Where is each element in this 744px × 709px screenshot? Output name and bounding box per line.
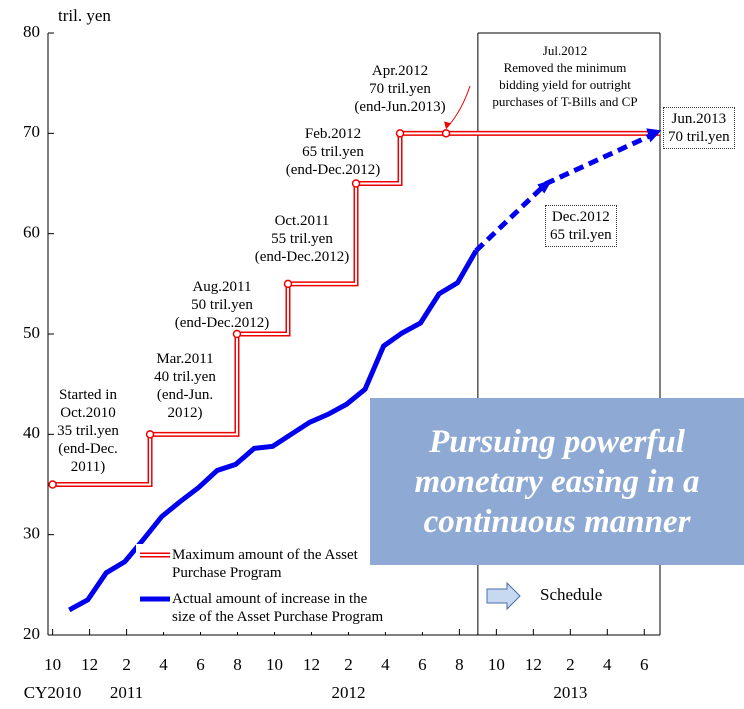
announcement-marker xyxy=(395,129,405,138)
legend-label: Maximum amount of the Asset Purchase Pro… xyxy=(172,547,358,581)
x-tick-label: 12 xyxy=(303,655,320,674)
announcement-marker xyxy=(145,430,155,439)
announcement-marker xyxy=(232,329,242,339)
x-tick-label: 4 xyxy=(381,655,390,674)
y-tick-label: 70 xyxy=(23,122,40,141)
y-tick-label: 60 xyxy=(23,223,40,242)
announcement-label: Oct.2011 55 tril.yen (end-Dec.2012) xyxy=(254,213,350,265)
legend-label: Actual amount of increase in the size of… xyxy=(172,591,384,625)
announcement-label: Aug.2011 50 tril.yen (end-Dec.2012) xyxy=(174,279,270,331)
arrow-head xyxy=(646,128,662,143)
x-tick-label: 6 xyxy=(418,655,427,674)
x-tick-label: 2 xyxy=(122,655,131,674)
x-tick-label: 10 xyxy=(44,655,61,674)
announcement-marker xyxy=(283,279,293,289)
announcement-marker xyxy=(48,480,57,489)
y-tick-label: 40 xyxy=(23,423,40,442)
max-amount-line-inner xyxy=(52,132,660,486)
announcement-label: Started in Oct.2010 35 tril.yen (end-Dec… xyxy=(57,387,119,475)
y-tick-label: 50 xyxy=(23,323,40,342)
year-label: CY2010 xyxy=(24,683,82,702)
announcement-label: Mar.2011 40 tril.yen (end-Jun. 2012) xyxy=(154,351,216,421)
callout-box: Jun.2013 70 tril.yen xyxy=(663,107,735,149)
x-tick-label: 8 xyxy=(455,655,464,674)
x-tick-label: 6 xyxy=(196,655,205,674)
x-tick-label: 10 xyxy=(266,655,283,674)
x-tick-label: 10 xyxy=(488,655,505,674)
callout-arrow-head xyxy=(444,121,452,130)
schedule-label: Schedule xyxy=(540,585,602,604)
announcement-label: Apr.2012 70 tril.yen (end-Jun.2013) xyxy=(354,63,446,115)
x-tick-label: 12 xyxy=(525,655,542,674)
y-tick-label: 20 xyxy=(23,624,40,643)
announcement-marker xyxy=(351,179,361,188)
announcement-label: Jul.2012 Removed the minimum bidding yie… xyxy=(492,43,638,109)
x-tick-label: 2 xyxy=(344,655,353,674)
schedule-arrow xyxy=(486,581,521,611)
x-tick-label: 4 xyxy=(159,655,168,674)
x-tick-label: 6 xyxy=(640,655,649,674)
x-tick-label: 4 xyxy=(603,655,612,674)
callout-box: Dec.2012 65 tril.yen xyxy=(545,205,617,247)
message-box: Pursuing powerful monetary easing in a c… xyxy=(370,398,744,565)
y-tick-label: 30 xyxy=(23,524,40,543)
announcement-marker xyxy=(441,129,451,138)
x-tick-label: 12 xyxy=(81,655,98,674)
year-label: 2012 xyxy=(331,683,365,702)
y-tick-label: 80 xyxy=(23,22,40,41)
x-tick-label: 2 xyxy=(566,655,575,674)
year-label: 2011 xyxy=(110,683,143,702)
announcement-label: Feb.2012 65 tril.yen (end-Dec.2012) xyxy=(285,126,381,178)
callout-arrow xyxy=(447,85,471,127)
arrow-head xyxy=(537,179,553,194)
year-label: 2013 xyxy=(553,683,587,702)
x-tick-label: 8 xyxy=(233,655,242,674)
y-unit-label: tril. yen xyxy=(58,6,111,25)
